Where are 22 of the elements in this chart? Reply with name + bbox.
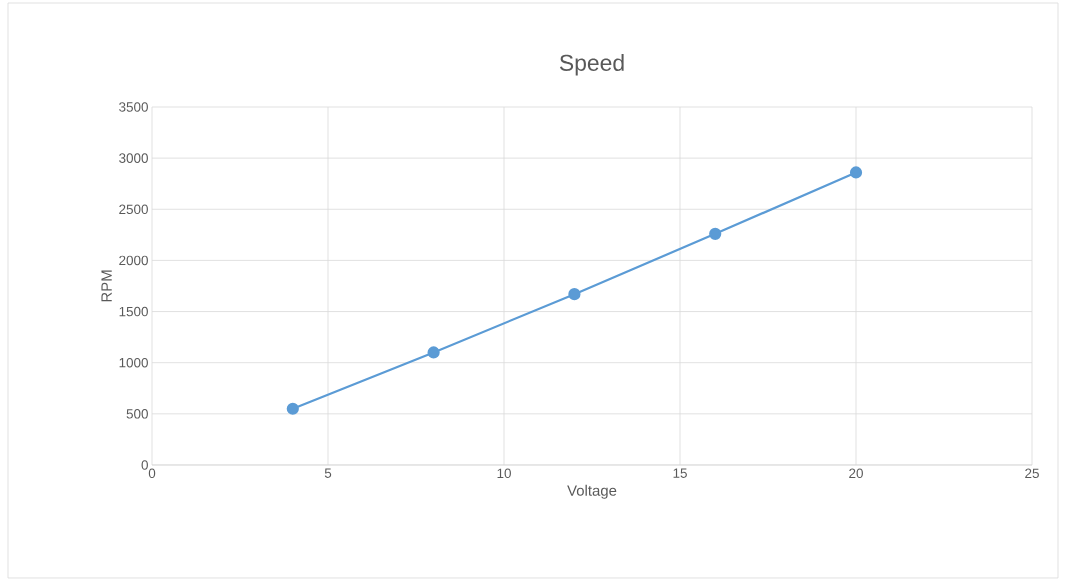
y-axis-title: RPM xyxy=(101,270,112,302)
y-tick-label: 0 xyxy=(141,460,148,470)
x-tick-label: 15 xyxy=(673,468,687,478)
point xyxy=(286,402,299,415)
x-tick-label: 20 xyxy=(849,468,863,479)
point xyxy=(709,227,722,240)
point xyxy=(568,288,581,301)
y-tick-label: 3000 xyxy=(119,153,148,163)
y-tick-label: 1500 xyxy=(119,306,148,317)
y-tick-label: 2000 xyxy=(119,255,148,266)
y-tick-label: 1000 xyxy=(119,357,148,368)
x-tick-label: 25 xyxy=(1025,468,1039,479)
y-tick-label: 500 xyxy=(126,409,148,419)
chart-title: Speed xyxy=(559,54,624,76)
x-tick-label: 0 xyxy=(148,468,156,479)
x-tick-label: 10 xyxy=(497,468,511,479)
point xyxy=(849,166,863,179)
x-axis-title: Voltage xyxy=(567,484,617,499)
point xyxy=(427,346,440,359)
x-tick-label: 5 xyxy=(324,468,332,478)
y-tick-label: 3500 xyxy=(119,102,148,112)
y-tick-label: 2500 xyxy=(119,204,148,215)
